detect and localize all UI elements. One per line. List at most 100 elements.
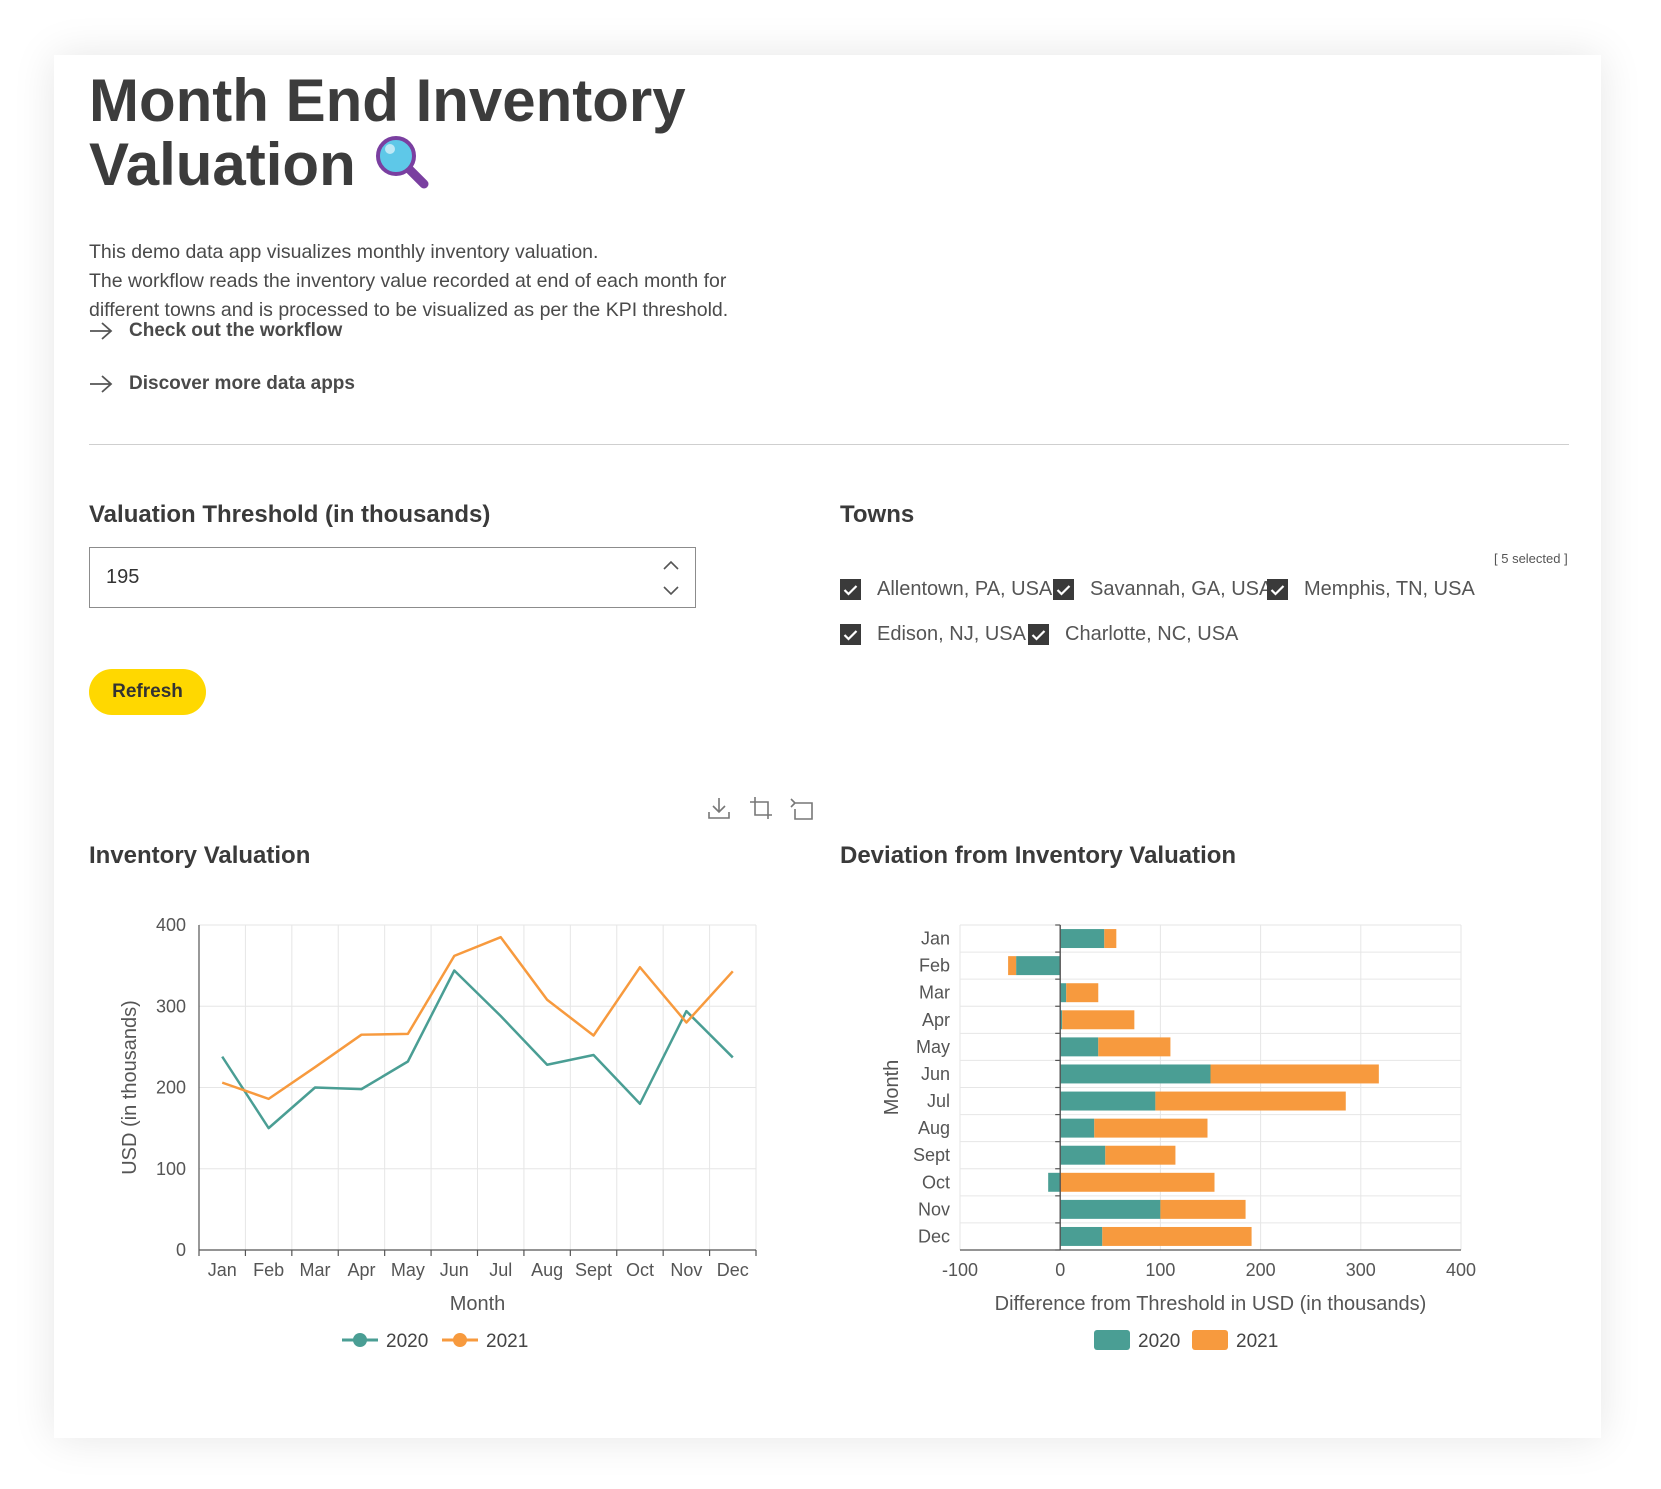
bar-2021 (1062, 1010, 1135, 1030)
legend-marker (353, 1333, 367, 1347)
bar-2021 (1210, 1064, 1379, 1084)
bar-2021 (1060, 1172, 1215, 1192)
y-tick-label: 400 (156, 915, 186, 935)
bar-2020 (1060, 1199, 1161, 1219)
page-title: Month End Inventory Valuation (89, 69, 789, 204)
legend-label: 2021 (1236, 1331, 1278, 1350)
bar-2021 (1105, 1145, 1176, 1165)
description-line: different towns and is processed to be v… (89, 299, 729, 321)
x-tick-label: Nov (670, 1260, 702, 1280)
bar-2021 (1094, 1118, 1208, 1138)
town-checkbox-savannah[interactable]: Savannah, GA, USA (1053, 578, 1272, 601)
threshold-number-input[interactable]: 195 (89, 547, 696, 608)
x-tick-label: Feb (253, 1260, 284, 1280)
x-tick-label: Jun (440, 1260, 469, 1280)
y-tick-label: Jan (921, 929, 950, 949)
bar-2021 (1066, 983, 1099, 1003)
town-checkbox-edison[interactable]: Edison, NJ, USA (840, 623, 1026, 646)
x-tick-label: 300 (1346, 1260, 1376, 1280)
bar-2020 (1060, 1064, 1211, 1084)
y-tick-label: Dec (918, 1226, 950, 1246)
town-label: Edison, NJ, USA (877, 623, 1026, 645)
x-tick-label: -100 (942, 1260, 978, 1280)
y-tick-label: Oct (922, 1172, 950, 1192)
y-tick-label: Mar (919, 983, 950, 1003)
y-tick-label: May (916, 1037, 950, 1057)
y-tick-label: 200 (156, 1078, 186, 1098)
x-tick-label: 0 (1055, 1260, 1065, 1280)
crop-icon[interactable] (748, 795, 774, 821)
bar-2021 (1155, 1091, 1346, 1111)
x-tick-label: Dec (717, 1260, 749, 1280)
line-chart-title: Inventory Valuation (89, 842, 311, 869)
checkbox-checked-icon (1267, 579, 1288, 600)
legend-label: 2020 (1138, 1331, 1180, 1350)
line-chart: 0 100 200 300 400 Jan Feb Mar Apr May Jun Jul Aug Sep… (119, 915, 757, 1350)
checkbox-checked-icon (840, 579, 861, 600)
section-divider (89, 444, 1569, 445)
threshold-label: Valuation Threshold (in thousands) (89, 501, 491, 528)
x-tick-label: May (391, 1260, 425, 1280)
y-tick-label: Aug (918, 1118, 950, 1138)
x-axis-title: Month (450, 1293, 506, 1315)
x-tick-label: Apr (347, 1260, 375, 1280)
selected-count: [ 5 selected ] (1494, 551, 1568, 566)
arrow-right-icon (90, 375, 113, 393)
y-tick-label: Feb (919, 956, 950, 976)
magnifying-glass-icon (374, 134, 432, 204)
bar-2020 (1060, 983, 1067, 1003)
y-tick-label: Jun (921, 1064, 950, 1084)
bar-chart: -100 0 100 200 300 400 Jan Feb Mar Apr May Jun Jul Au… (881, 924, 1476, 1350)
town-checkbox-charlotte[interactable]: Charlotte, NC, USA (1028, 623, 1238, 646)
increment-button[interactable] (659, 554, 683, 576)
bar-2020 (1016, 956, 1061, 976)
arrow-right-icon (90, 322, 113, 340)
checkbox-checked-icon (1053, 579, 1074, 600)
towns-label: Towns (840, 501, 915, 528)
y-axis-title: Month (881, 1060, 903, 1116)
legend-marker (453, 1333, 467, 1347)
bar-2020 (1048, 1172, 1061, 1192)
bar-2021 (1102, 1226, 1252, 1246)
x-tick-label: 400 (1446, 1260, 1476, 1280)
legend-label: 2021 (486, 1331, 528, 1350)
series-line-2020 (221, 969, 734, 1130)
y-tick-label: Apr (922, 1010, 950, 1030)
more-apps-link-label: Discover more data apps (129, 373, 355, 394)
chevron-down-icon (663, 586, 679, 596)
x-axis-title: Difference from Threshold in USD (in tho… (995, 1293, 1427, 1315)
y-tick-label: 300 (156, 996, 186, 1016)
town-checkbox-allentown[interactable]: Allentown, PA, USA (840, 578, 1052, 601)
y-tick-label: Nov (918, 1199, 950, 1219)
bar-2020 (1060, 1091, 1156, 1111)
description-line: The workflow reads the inventory value r… (89, 270, 727, 292)
page-title-line2: Valuation (89, 131, 356, 198)
bar-2021 (1104, 929, 1117, 949)
legend-swatch (1094, 1330, 1130, 1350)
bar-2021 (1098, 1037, 1171, 1057)
workflow-link[interactable]: Check out the workflow (89, 320, 342, 342)
legend-swatch (1192, 1330, 1228, 1350)
town-label: Savannah, GA, USA (1090, 578, 1273, 600)
y-tick-label: 0 (176, 1240, 186, 1260)
bar-2020 (1060, 1145, 1106, 1165)
x-tick-label: Jul (489, 1260, 512, 1280)
town-label: Charlotte, NC, USA (1065, 623, 1239, 645)
x-tick-label: Jan (208, 1260, 237, 1280)
bar-2020 (1060, 929, 1105, 949)
town-label: Allentown, PA, USA (877, 578, 1053, 600)
workflow-link-label: Check out the workflow (129, 320, 343, 341)
more-apps-link[interactable]: Discover more data apps (89, 373, 355, 395)
checkbox-checked-icon (1028, 624, 1049, 645)
town-checkbox-memphis[interactable]: Memphis, TN, USA (1267, 578, 1475, 601)
x-tick-label: Sept (575, 1260, 612, 1280)
description-line: This demo data app visualizes monthly in… (89, 241, 599, 263)
refresh-button[interactable]: Refresh (89, 669, 206, 715)
decrement-button[interactable] (659, 580, 683, 602)
bar-2021 (1008, 956, 1017, 976)
bar-2020 (1060, 1037, 1099, 1057)
reset-icon[interactable] (789, 795, 815, 821)
y-axis-title: USD (in thousands) (119, 1000, 141, 1175)
y-tick-label: 100 (156, 1159, 186, 1179)
download-icon[interactable] (706, 795, 732, 821)
